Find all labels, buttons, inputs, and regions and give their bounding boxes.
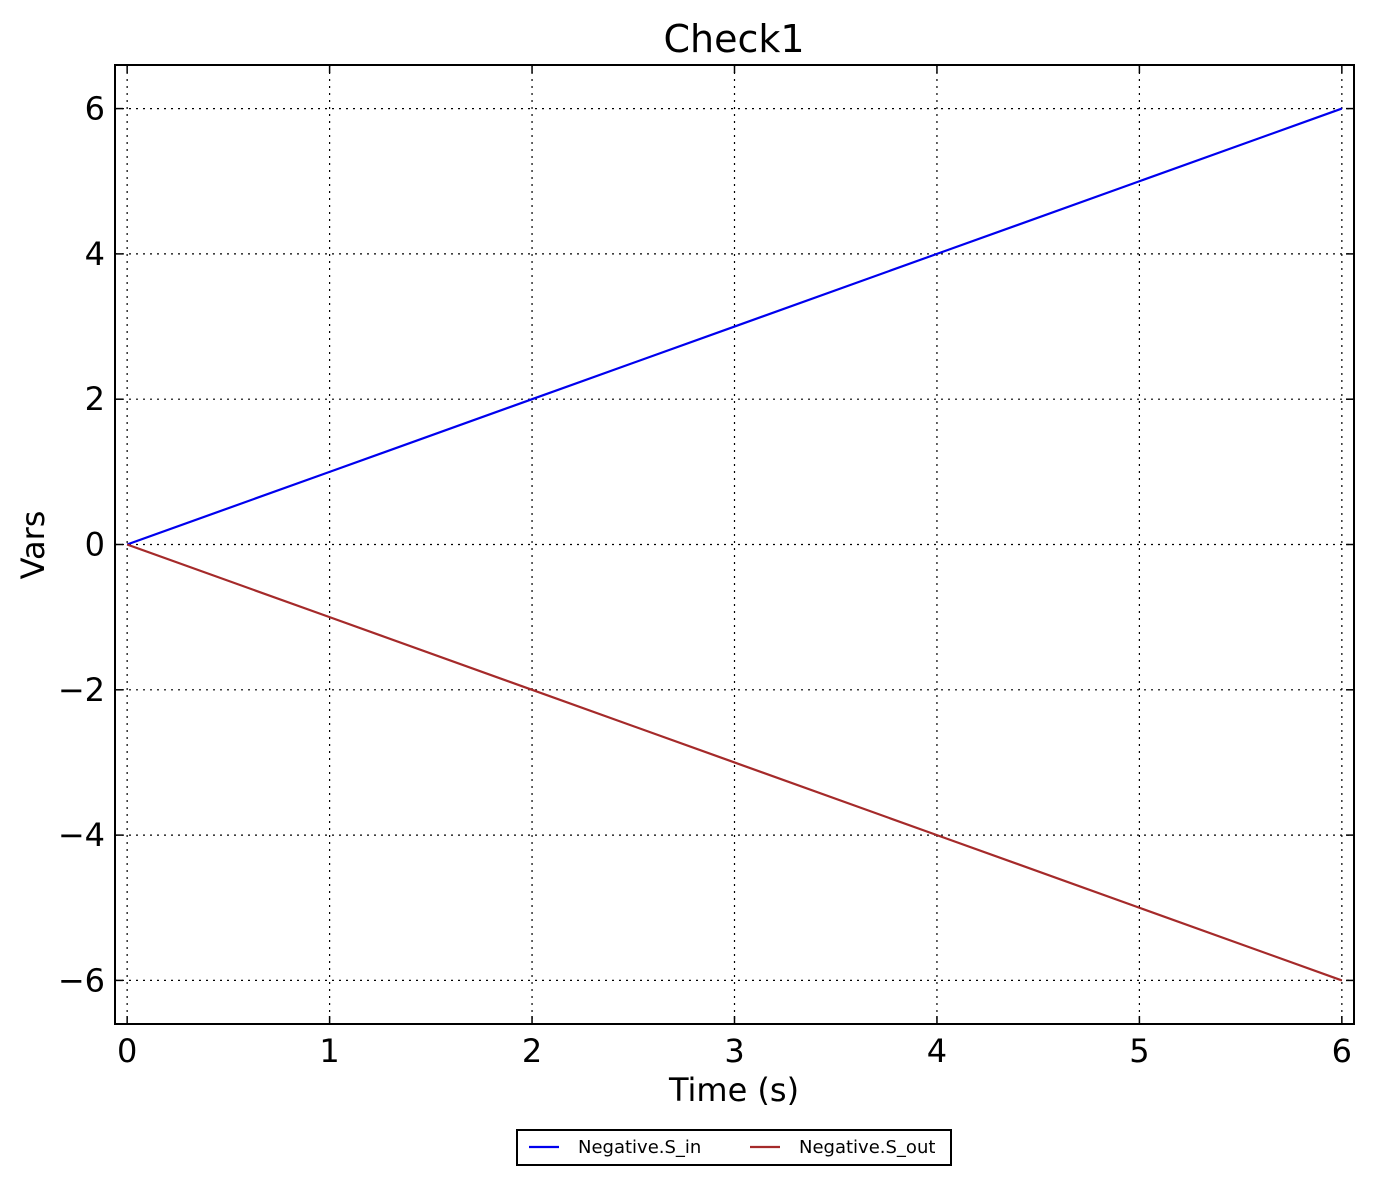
y-tick-label: 4 [85,235,105,273]
y-axis-label: Vars [14,511,52,580]
grid [115,65,1354,1024]
x-tick-label: 6 [1332,1032,1352,1070]
y-tick-label: −2 [58,671,105,709]
legend-label-s-in: Negative.S_in [578,1137,701,1158]
plot-frame [115,65,1354,1024]
x-tick-label: 4 [927,1032,947,1070]
y-tick-label: 2 [85,380,105,418]
x-tick-label: 3 [724,1032,744,1070]
chart-title: Check1 [663,17,804,61]
legend: Negative.S_in Negative.S_out [517,1130,951,1165]
x-tick-label: 1 [319,1032,339,1070]
x-axis-label: Time (s) [668,1071,799,1109]
x-tick-label: 2 [522,1032,542,1070]
y-tick-label: −4 [58,816,105,854]
y-tick-label: 6 [85,90,105,128]
legend-label-s-out: Negative.S_out [799,1137,935,1158]
y-tick-label: −6 [58,961,105,999]
y-tick-label: 0 [85,526,105,564]
x-tick-label: 0 [117,1032,137,1070]
x-tick-label: 5 [1129,1032,1149,1070]
axis-ticks: 0 1 2 3 4 5 6 −6 −4 −2 0 2 4 6 [58,65,1354,1070]
